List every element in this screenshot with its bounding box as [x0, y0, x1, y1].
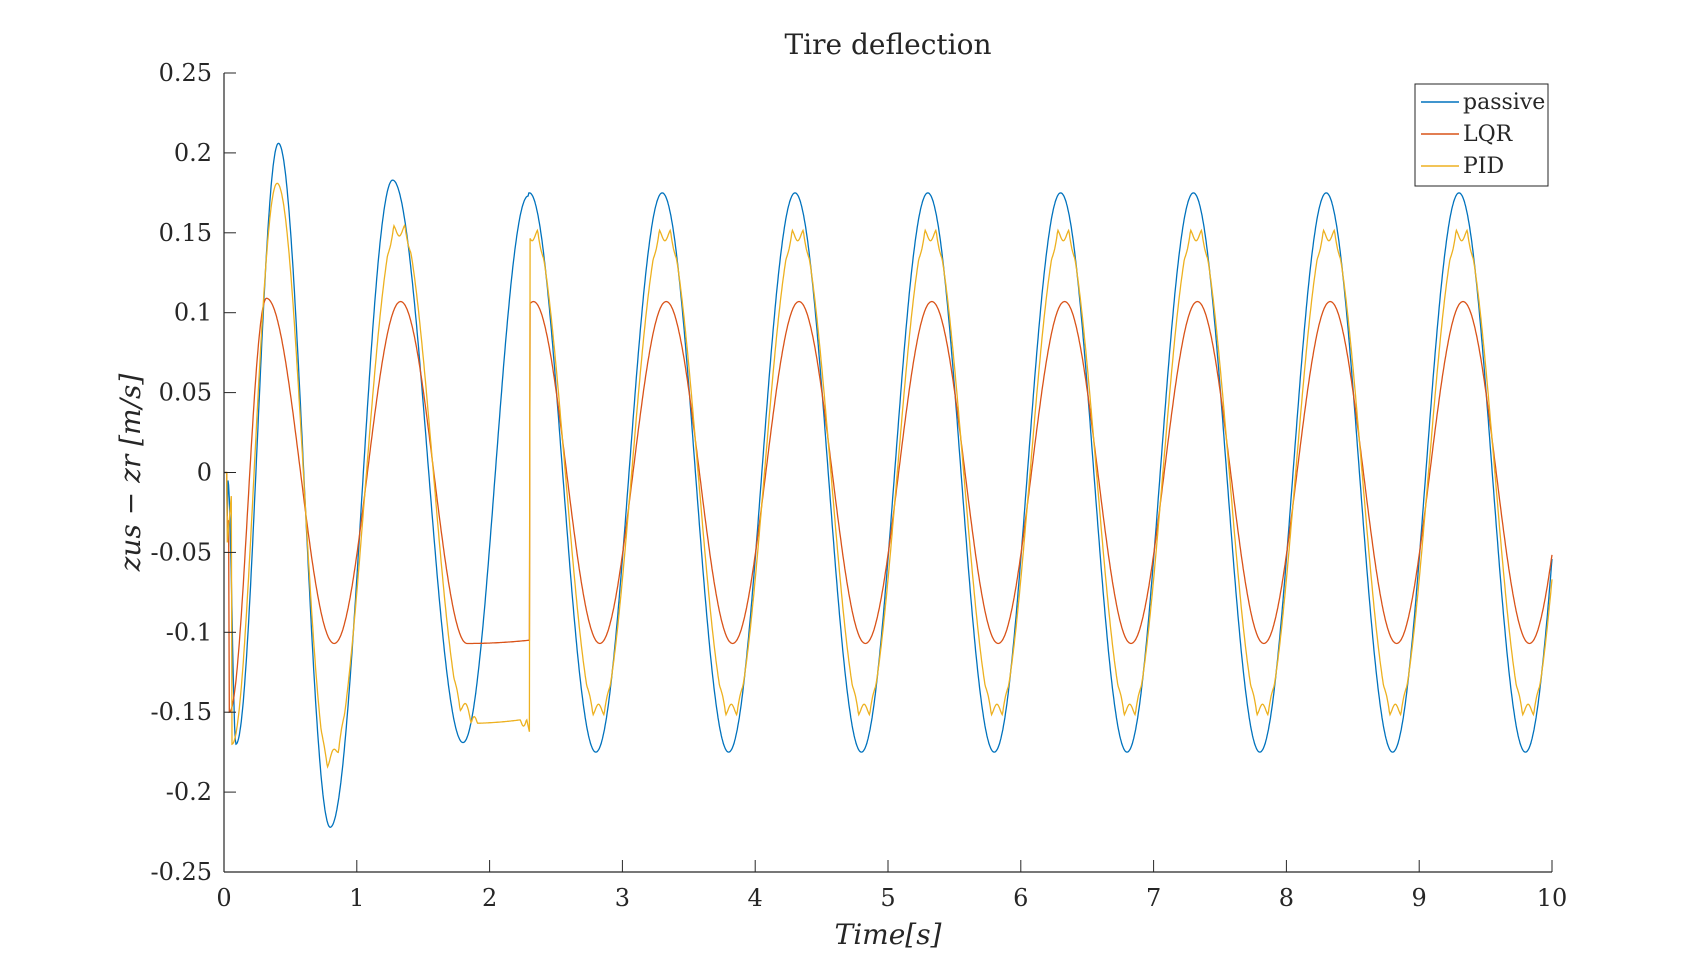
legend-box — [1414, 83, 1549, 187]
axes — [223, 73, 1552, 873]
y-tick-label: -0.05 — [150, 538, 212, 566]
series-line-lqr — [224, 297, 1553, 714]
y-tick-label: -0.25 — [150, 858, 212, 886]
ticks: 0 1 2 3 4 5 6 7 8 9 10 0.25 0.2 0.15 0.1 0.05 0 -0.05 -0.1… — [150, 59, 1567, 912]
y-axis-title: zus − zr [m/s] — [114, 374, 147, 573]
x-tick-label: 3 — [615, 884, 630, 912]
x-axis-title: Time[s] — [835, 918, 942, 951]
y-tick-label: -0.2 — [166, 778, 212, 806]
y-tick-label: -0.15 — [150, 698, 212, 726]
plot-area — [224, 142, 1553, 828]
y-tick-label: -0.1 — [166, 618, 212, 646]
legend: passive LQR PID — [1414, 83, 1549, 187]
y-tick-label: 0.2 — [174, 139, 212, 167]
x-tick-label: 0 — [216, 884, 231, 912]
x-tick-label: 2 — [482, 884, 497, 912]
x-tick-label: 9 — [1412, 884, 1427, 912]
y-tick-label: 0.05 — [159, 379, 212, 407]
series-line-pid — [224, 182, 1553, 769]
y-tick-label: 0.15 — [159, 219, 212, 247]
legend-label-lqr: LQR — [1463, 122, 1514, 147]
x-tick-label: 10 — [1537, 884, 1568, 912]
x-tick-label: 7 — [1146, 884, 1161, 912]
series-line-passive — [224, 142, 1553, 828]
legend-label-passive: passive — [1463, 90, 1545, 115]
x-tick-label: 4 — [748, 884, 763, 912]
x-tick-label: 6 — [1013, 884, 1028, 912]
legend-label-pid: PID — [1463, 154, 1504, 179]
y-tick-label: 0 — [197, 459, 212, 487]
x-tick-label: 1 — [349, 884, 364, 912]
x-tick-label: 8 — [1279, 884, 1294, 912]
x-tick-label: 5 — [880, 884, 895, 912]
y-tick-label: 0.1 — [174, 299, 212, 327]
y-tick-label: 0.25 — [159, 59, 212, 87]
chart-title: Tire deflection — [784, 28, 991, 61]
